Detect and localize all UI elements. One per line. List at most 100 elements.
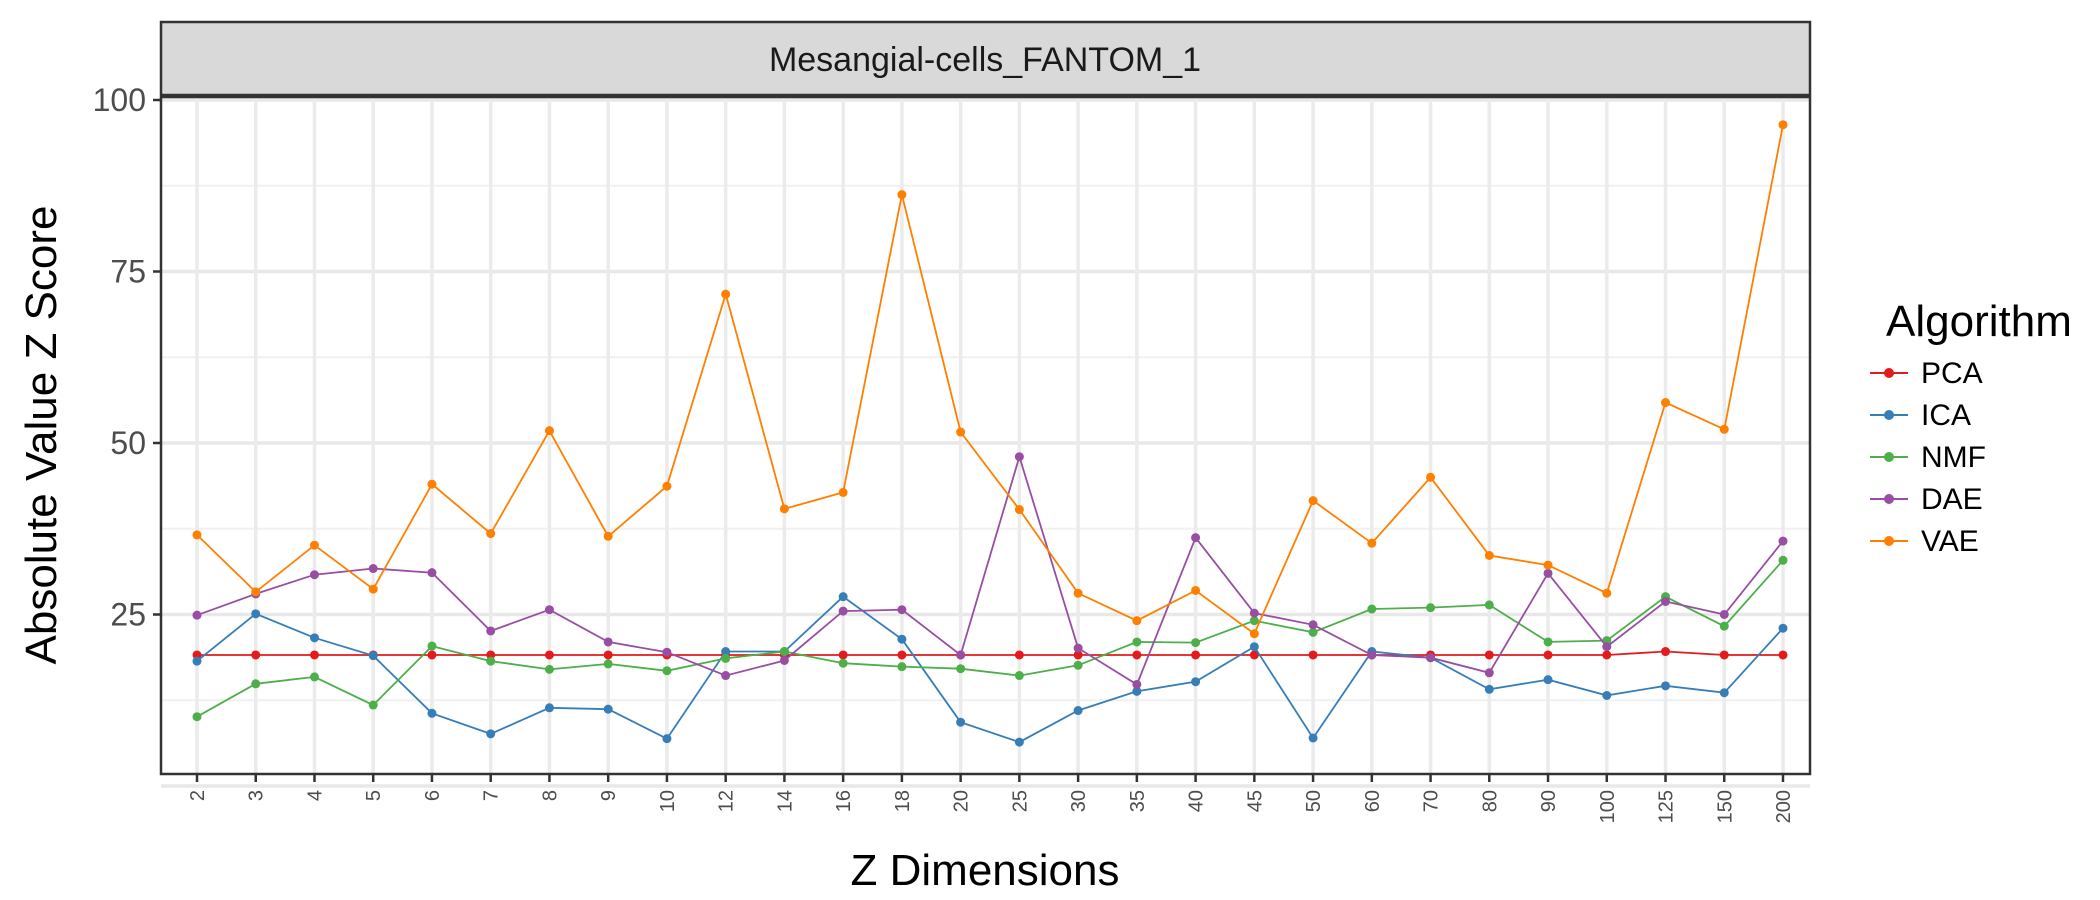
data-point-nmf — [1191, 638, 1201, 648]
data-point-pca — [1602, 650, 1612, 660]
legend-label: PCA — [1921, 357, 1983, 390]
x-tick-label: 2 — [187, 790, 209, 801]
data-point-nmf — [427, 641, 437, 651]
data-point-vae — [1484, 551, 1494, 561]
data-point-ica — [1719, 688, 1729, 698]
data-point-nmf — [603, 659, 613, 669]
data-point-vae — [779, 504, 789, 514]
data-point-nmf — [1249, 616, 1259, 626]
x-tick-label: 80 — [1479, 790, 1501, 812]
data-point-dae — [779, 655, 789, 665]
grid-minor — [161, 184, 1810, 702]
series-layer — [192, 120, 1788, 747]
data-point-pca — [427, 650, 437, 660]
facet-title: Mesangial-cells_FANTOM_1 — [769, 41, 1201, 79]
data-point-nmf — [1543, 637, 1553, 647]
data-point-nmf — [368, 700, 378, 710]
data-point-dae — [1191, 533, 1201, 543]
data-point-pca — [1308, 650, 1318, 660]
data-point-vae — [1719, 424, 1729, 434]
series-vae — [192, 120, 1788, 639]
data-point-ica — [1778, 623, 1788, 633]
y-tick-label: 75 — [110, 254, 146, 290]
x-tick-label: 60 — [1362, 790, 1384, 812]
data-point-nmf — [1426, 603, 1436, 613]
data-point-pca — [486, 650, 496, 660]
x-tick-label: 90 — [1538, 790, 1560, 812]
legend-item-vae: VAE — [1870, 525, 1979, 558]
data-point-vae — [1367, 538, 1377, 548]
data-point-ica — [662, 734, 672, 744]
data-point-dae — [1661, 596, 1671, 606]
legend-key-point — [1884, 494, 1894, 504]
legend-label: ICA — [1921, 399, 1971, 432]
data-point-dae — [1778, 536, 1788, 546]
data-point-nmf — [1073, 660, 1083, 670]
data-point-pca — [1132, 650, 1142, 660]
x-tick-label: 20 — [951, 790, 973, 812]
data-point-nmf — [486, 656, 496, 666]
data-point-nmf — [309, 672, 319, 682]
x-tick-label: 5 — [363, 790, 385, 801]
data-point-pca — [1543, 650, 1553, 660]
data-point-ica — [603, 704, 613, 714]
data-point-dae — [1543, 568, 1553, 578]
x-tick-label: 30 — [1068, 790, 1090, 812]
data-point-dae — [192, 610, 202, 620]
data-point-vae — [603, 531, 613, 541]
data-point-vae — [309, 540, 319, 550]
y-tick-label: 25 — [110, 597, 146, 633]
data-point-dae — [1132, 679, 1142, 689]
data-point-pca — [1191, 650, 1201, 660]
data-point-dae — [1426, 653, 1436, 663]
data-point-nmf — [1778, 555, 1788, 565]
data-point-vae — [544, 426, 554, 436]
data-point-ica — [1661, 681, 1671, 691]
data-point-dae — [1249, 608, 1259, 618]
series-line-vae — [196, 124, 1784, 636]
data-point-nmf — [1308, 627, 1318, 637]
data-point-nmf — [956, 664, 966, 674]
data-point-ica — [956, 717, 966, 727]
data-point-ica — [1249, 642, 1259, 652]
x-tick-label: 6 — [422, 790, 444, 801]
data-point-dae — [721, 671, 731, 681]
data-point-nmf — [1484, 600, 1494, 610]
data-point-pca — [192, 650, 202, 660]
data-point-ica — [192, 656, 202, 666]
data-point-ica — [838, 592, 848, 602]
legend-item-pca: PCA — [1870, 357, 1983, 390]
legend-key-point — [1884, 410, 1894, 420]
data-point-dae — [486, 626, 496, 636]
data-point-vae — [1132, 616, 1142, 626]
data-point-ica — [544, 703, 554, 713]
data-point-vae — [1014, 505, 1024, 515]
data-point-vae — [956, 427, 966, 437]
data-point-dae — [368, 564, 378, 574]
data-point-dae — [427, 568, 437, 578]
data-point-ica — [1014, 737, 1024, 747]
data-point-vae — [1661, 398, 1671, 408]
x-tick-label: 18 — [892, 790, 914, 812]
data-point-pca — [251, 650, 261, 660]
x-tick-label: 14 — [774, 790, 796, 812]
data-point-dae — [838, 606, 848, 616]
x-tick-label: 10 — [657, 790, 679, 812]
data-point-pca — [1778, 650, 1788, 660]
data-point-dae — [544, 605, 554, 615]
series-line-pca — [197, 650, 1783, 656]
data-point-ica — [251, 609, 261, 619]
legend-label: VAE — [1921, 525, 1979, 558]
data-point-ica — [1308, 733, 1318, 743]
data-point-ica — [368, 651, 378, 661]
legend-item-dae: DAE — [1870, 483, 1983, 516]
x-tick-label: 125 — [1656, 790, 1678, 823]
x-tick-label: 8 — [539, 790, 561, 801]
data-point-nmf — [1719, 621, 1729, 631]
data-point-pca — [544, 650, 554, 660]
data-point-nmf — [779, 647, 789, 657]
series-line-dae — [196, 453, 1784, 686]
legend-key-point — [1884, 536, 1894, 546]
data-point-pca — [1719, 650, 1729, 660]
x-axis-title: Z Dimensions — [851, 846, 1120, 895]
